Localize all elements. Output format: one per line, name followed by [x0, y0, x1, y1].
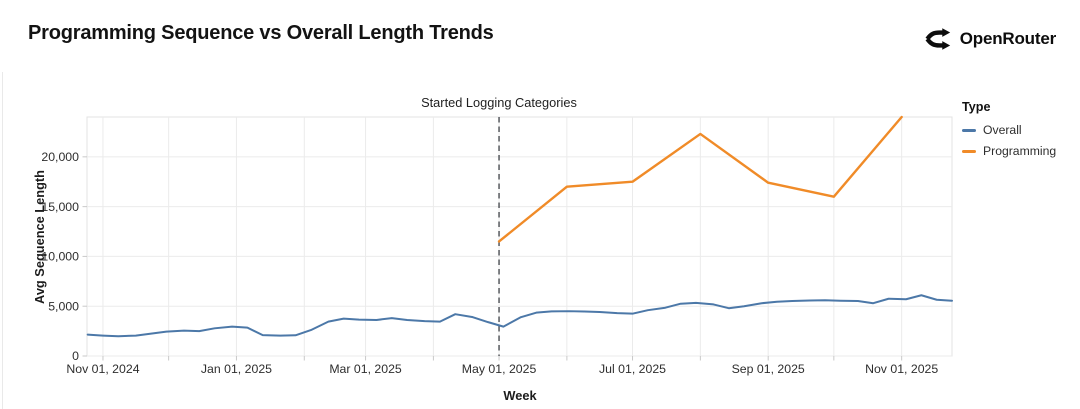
header: Programming Sequence vs Overall Length T…	[0, 0, 1080, 72]
y-tick-label: 5,000	[48, 299, 79, 313]
x-tick-label: Jan 01, 2025	[201, 362, 272, 376]
x-tick-label: Nov 01, 2024	[66, 362, 139, 376]
series-line-programming	[497, 115, 903, 243]
brand-name: OpenRouter	[959, 29, 1056, 48]
page-title: Programming Sequence vs Overall Length T…	[28, 22, 494, 44]
x-tick-label: Sep 01, 2025	[732, 362, 805, 376]
annotation-label: Started Logging Categories	[421, 95, 577, 110]
y-tick-label: 15,000	[41, 200, 79, 214]
legend-items: Overall Programming	[962, 123, 1056, 158]
legend-label: Programming	[983, 144, 1057, 158]
legend-item-overall[interactable]: Overall	[962, 123, 1056, 137]
x-tick-label: Jul 01, 2025	[599, 362, 666, 376]
series-layer	[86, 115, 953, 338]
series-line-overall	[86, 294, 953, 338]
x-tick-label: Mar 01, 2025	[329, 362, 402, 376]
y-tick-label: 0	[72, 349, 79, 363]
legend-label: Overall	[983, 123, 1022, 137]
openrouter-logo-icon	[925, 28, 950, 50]
y-tick-label: 20,000	[41, 150, 79, 164]
x-tick-label: Nov 01, 2025	[865, 362, 938, 376]
x-tick-label: May 01, 2025	[462, 362, 537, 376]
legend-swatch-overall	[962, 128, 976, 132]
chart-card-left-border	[2, 72, 3, 409]
brand: OpenRouter	[924, 26, 1056, 52]
x-axis-title: Week	[503, 388, 537, 403]
legend: Type Overall Programming	[962, 100, 1056, 165]
grid-layer	[86, 116, 953, 357]
tick-layer: 0 5,000 10,000 15,000 20,000 Nov 01, 2024 Jan …	[41, 150, 938, 376]
plot-border	[86, 116, 953, 357]
legend-item-programming[interactable]: Programming	[962, 144, 1056, 158]
legend-title: Type	[962, 100, 991, 114]
y-tick-label: 10,000	[41, 250, 79, 264]
y-axis-title: Avg Sequence Length	[32, 170, 47, 304]
legend-swatch-programming	[962, 149, 976, 153]
